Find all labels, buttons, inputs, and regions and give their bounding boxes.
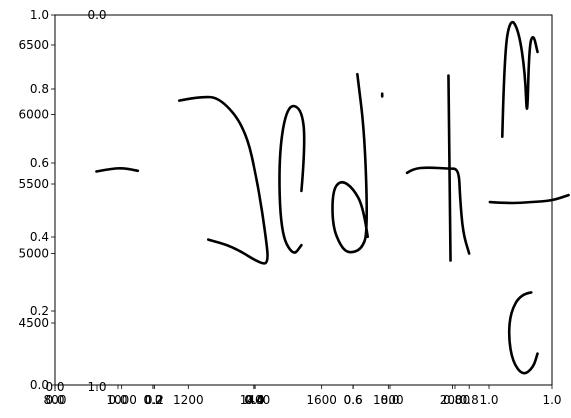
primary-axes-y-tick-label: 0.0 bbox=[30, 378, 49, 392]
stroke-8 bbox=[501, 20, 539, 139]
primary-axes-x-tick-label: 1.0 bbox=[542, 393, 561, 407]
data-axes-x-tick-label: 1200 bbox=[173, 393, 204, 407]
sub-axes-2-x-tick-label: 0.0 bbox=[108, 393, 127, 407]
data-axes-x-tick-label: 2000 bbox=[440, 393, 471, 407]
sub-axes-3-x-tick-label: 0.4 bbox=[245, 393, 264, 407]
primary-axes-x-tick-label: 0.6 bbox=[344, 393, 363, 407]
sub-axes-3-x-tick-label: 0.0 bbox=[143, 393, 162, 407]
data-axes-y-tick-label: 6000 bbox=[18, 108, 49, 122]
data-axes-x-tick-label: 1600 bbox=[306, 393, 337, 407]
data-axes-y-tick-label: 5000 bbox=[18, 247, 49, 261]
sub-axes-1-x-tick-label: 0.0 bbox=[45, 380, 64, 394]
sub-axes-2-x-tick-label: 0.2 bbox=[143, 393, 162, 407]
primary-axes-y-tick-label: 1.0 bbox=[30, 8, 49, 22]
data-axes-x-tick-label: 1400 bbox=[240, 393, 271, 407]
stroke-9 bbox=[507, 291, 539, 375]
primary-axes-x-tick-label: 0.4 bbox=[244, 393, 263, 407]
data-axes-y-tick-label: 5500 bbox=[18, 177, 49, 191]
stroke-2 bbox=[278, 104, 306, 254]
axis-tick-labels: 0.0 0.2 0.4 0.6 0.8 1.00.00.20.40.60.81.00.0 1… bbox=[18, 8, 561, 407]
data-axes-x-tick-label: 800 bbox=[44, 393, 67, 407]
primary-axes-y-tick-label: 0.4 bbox=[30, 230, 49, 244]
primary-axes-y-tick-label: 0.8 bbox=[30, 82, 49, 96]
data-axes-x-tick-label: 1800 bbox=[373, 393, 404, 407]
sub-axes-5-x-tick-label: 1.0 bbox=[479, 393, 498, 407]
stroke-3 bbox=[331, 72, 369, 254]
plot-frame bbox=[54, 14, 553, 386]
primary-axes-y-tick-label: 0.2 bbox=[30, 304, 49, 318]
sub-axes-5-x-tick-label: 0.8 bbox=[460, 393, 479, 407]
handwriting-strokes bbox=[95, 20, 570, 375]
data-axes-x-tick-label: 1000 bbox=[106, 393, 137, 407]
primary-axes-x-tick-label: 0.0 bbox=[45, 393, 64, 407]
sub-axes-1-x-tick-label: 1.0 bbox=[87, 380, 106, 394]
primary-axes-x-tick-label: 0.2 bbox=[145, 393, 164, 407]
sub-axes-1-y-tick-label: 0.0 bbox=[87, 8, 106, 22]
stroke-7 bbox=[488, 193, 570, 205]
sub-axes-4-x-tick-label: 0.0 bbox=[245, 393, 264, 407]
stroke-0 bbox=[95, 166, 140, 173]
stroke-1 bbox=[177, 95, 269, 265]
stroke-5 bbox=[405, 166, 471, 255]
data-axes-y-tick-label: 4500 bbox=[18, 316, 49, 330]
primary-axes-x-tick-label: 0.8 bbox=[443, 393, 462, 407]
stroke-6 bbox=[447, 74, 452, 262]
primary-axes-y-tick-label: 0.6 bbox=[30, 156, 49, 170]
axis-ticks bbox=[51, 14, 553, 389]
sub-axes-5-x-tick-label: 0.0 bbox=[380, 393, 399, 407]
sub-axes-4-x-tick-label: 0.6 bbox=[343, 393, 362, 407]
data-axes-y-tick-label: 6500 bbox=[18, 38, 49, 52]
